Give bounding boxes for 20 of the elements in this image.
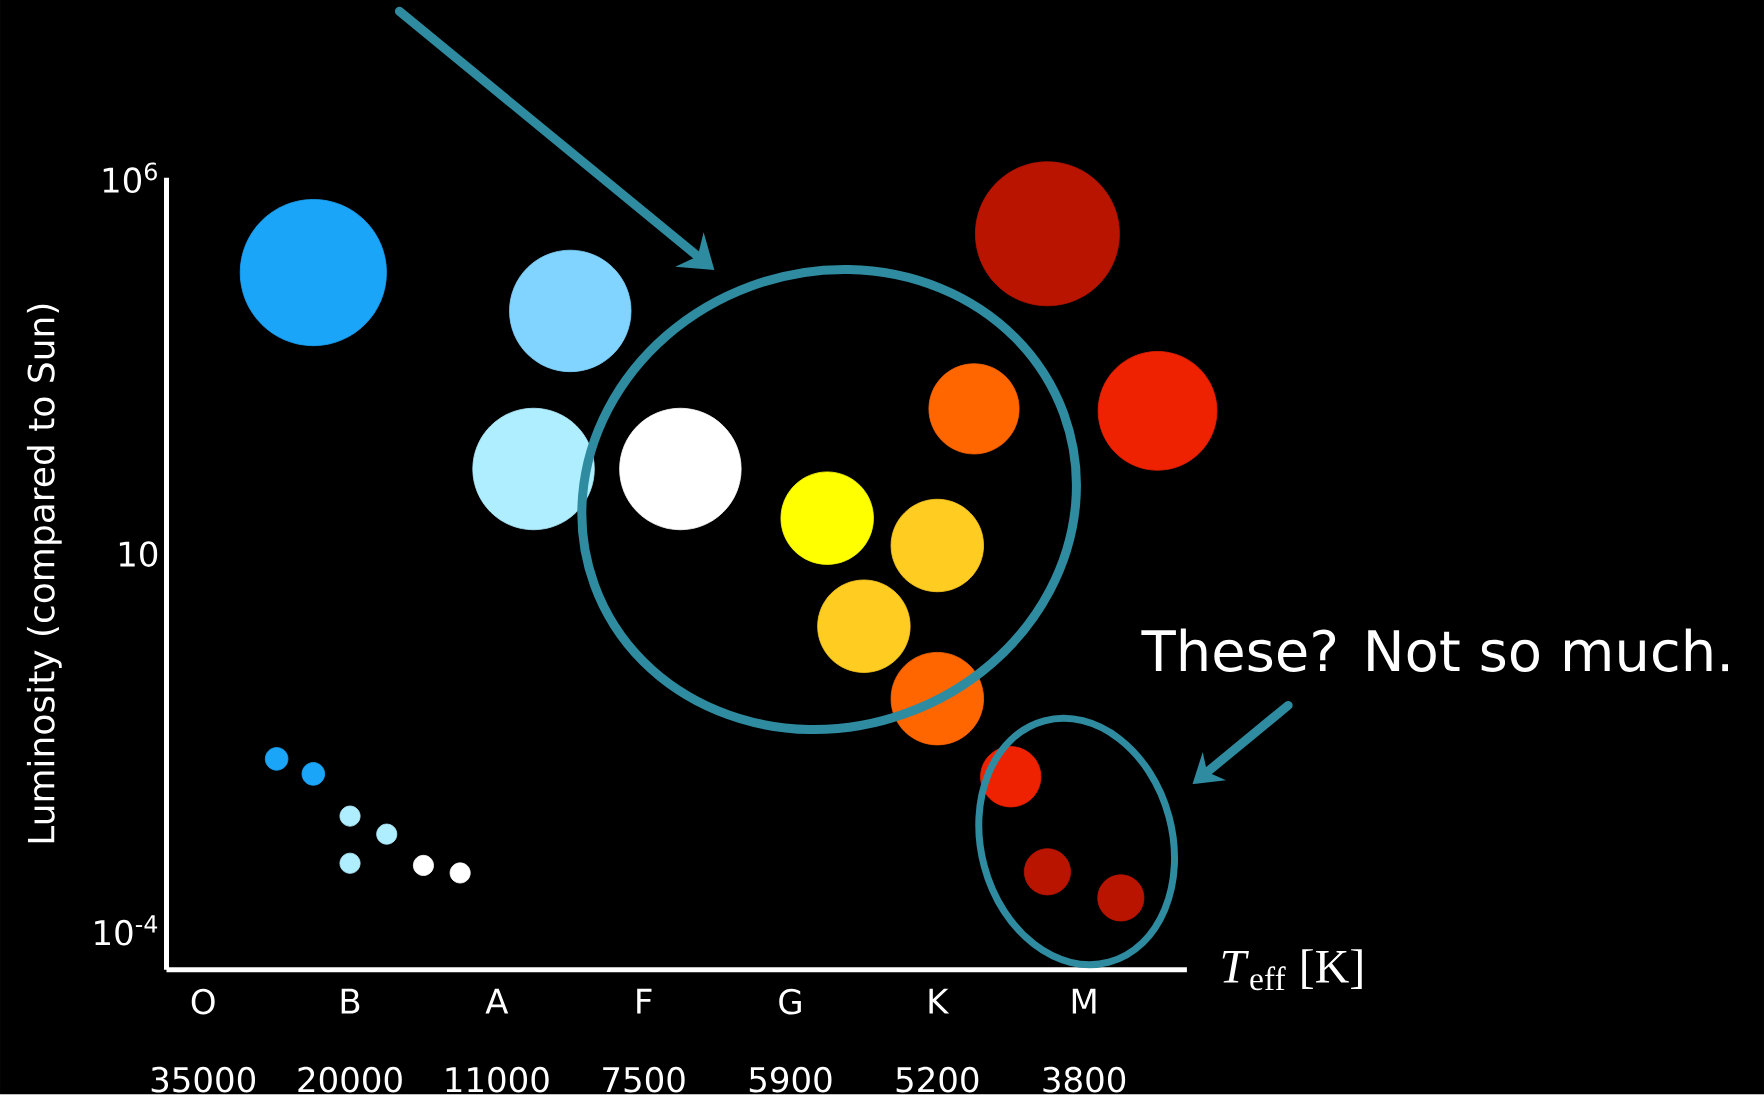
x-tick-label: A — [485, 989, 509, 1014]
text: 7500 — [603, 1066, 685, 1093]
y-tick-label: 10 — [119, 541, 158, 568]
y-tick-label: 10$^{-4}$ — [95, 915, 158, 946]
y-tick-label: 10$^{6}$ — [103, 162, 157, 194]
x-tick-label: M — [1072, 989, 1096, 1014]
text: 5200 — [896, 1066, 979, 1093]
annotation: These? Not so much. — [1141, 628, 1729, 673]
x-tick-label: B — [341, 989, 360, 1014]
text: 5900 — [749, 1066, 832, 1093]
x-axis-title: T$_{eff}$ [K] — [1222, 949, 1362, 991]
x-tick-label: K — [929, 989, 950, 1014]
y-axis-title: Luminosity (compared to Sun) — [26, 304, 62, 843]
x-tick-label: O — [191, 988, 215, 1015]
text: 20000 — [298, 1066, 402, 1093]
text: 11000 — [446, 1066, 549, 1093]
text: 3800 — [1043, 1066, 1126, 1093]
x-tick-label: F — [637, 989, 652, 1014]
x-tick-label: G — [779, 988, 801, 1015]
text: 35000 — [151, 1066, 256, 1093]
